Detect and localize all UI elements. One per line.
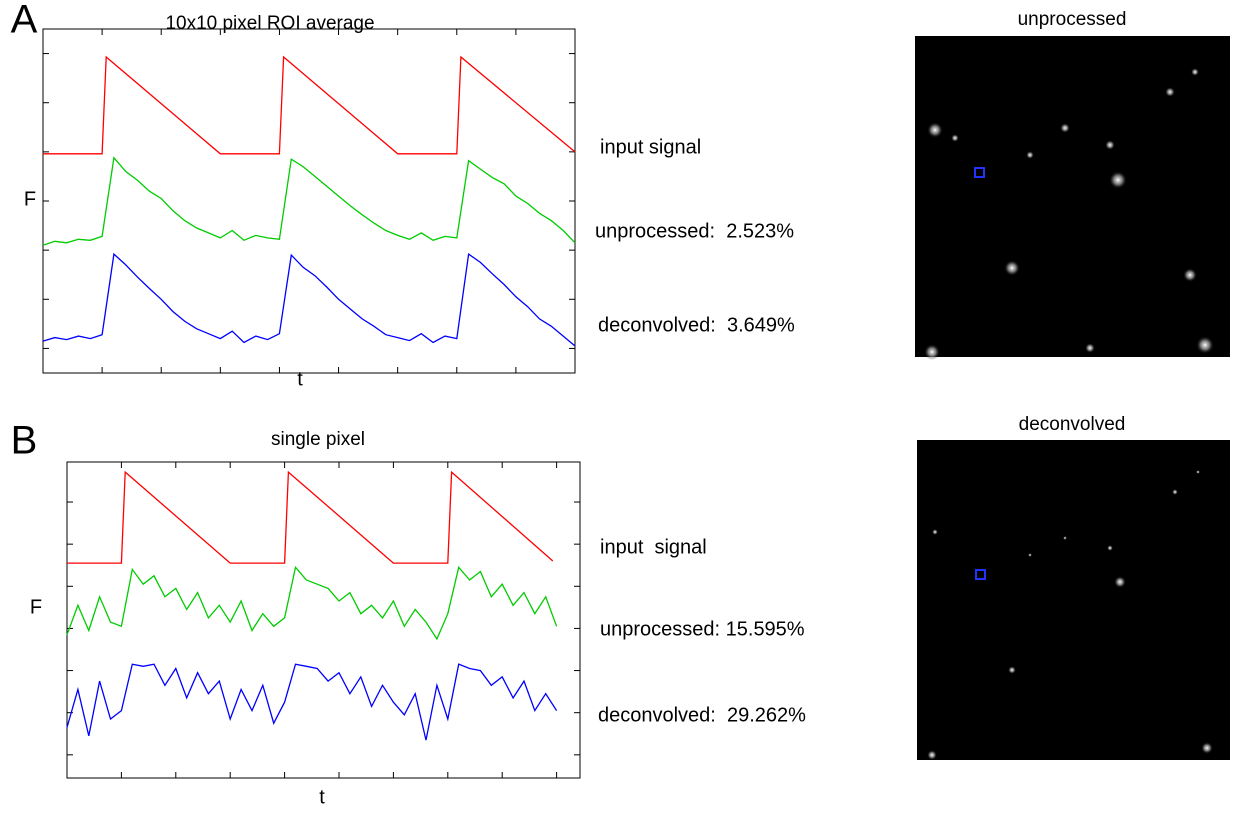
panel-label: B bbox=[11, 419, 38, 463]
trace bbox=[43, 254, 575, 346]
y-axis-label: F bbox=[24, 188, 36, 210]
trace bbox=[67, 567, 557, 639]
annotation: deconvolved: 3.649% bbox=[598, 314, 795, 336]
x-axis-label: t bbox=[297, 368, 303, 390]
trace bbox=[67, 664, 557, 740]
image-unprocessed bbox=[915, 36, 1230, 357]
trace bbox=[43, 57, 575, 154]
image-title: unprocessed bbox=[1018, 9, 1127, 30]
trace bbox=[67, 472, 553, 563]
image-title: deconvolved bbox=[1019, 414, 1126, 435]
annotation: input signal bbox=[600, 536, 707, 558]
plot-frame bbox=[43, 29, 575, 373]
figure: unprocessed deconvolved A 10x10 pixel ROI… bbox=[0, 0, 1234, 808]
y-axis-label: F bbox=[30, 596, 42, 618]
page: {"chart_data": [ {"type": "line", "panel… bbox=[0, 0, 1234, 813]
plot-frame bbox=[67, 462, 580, 778]
image-deconvolved bbox=[917, 440, 1230, 760]
chart-title: 10x10 pixel ROI average bbox=[165, 13, 374, 34]
annotation: deconvolved: 29.262% bbox=[598, 704, 806, 726]
annotation: unprocessed: 15.595% bbox=[600, 618, 805, 640]
annotation: unprocessed: 2.523% bbox=[595, 220, 794, 242]
chart-title: single pixel bbox=[271, 429, 365, 450]
x-axis-label: t bbox=[319, 786, 325, 808]
trace bbox=[43, 158, 575, 245]
panel-label: A bbox=[11, 0, 38, 42]
annotation: input signal bbox=[600, 136, 701, 158]
